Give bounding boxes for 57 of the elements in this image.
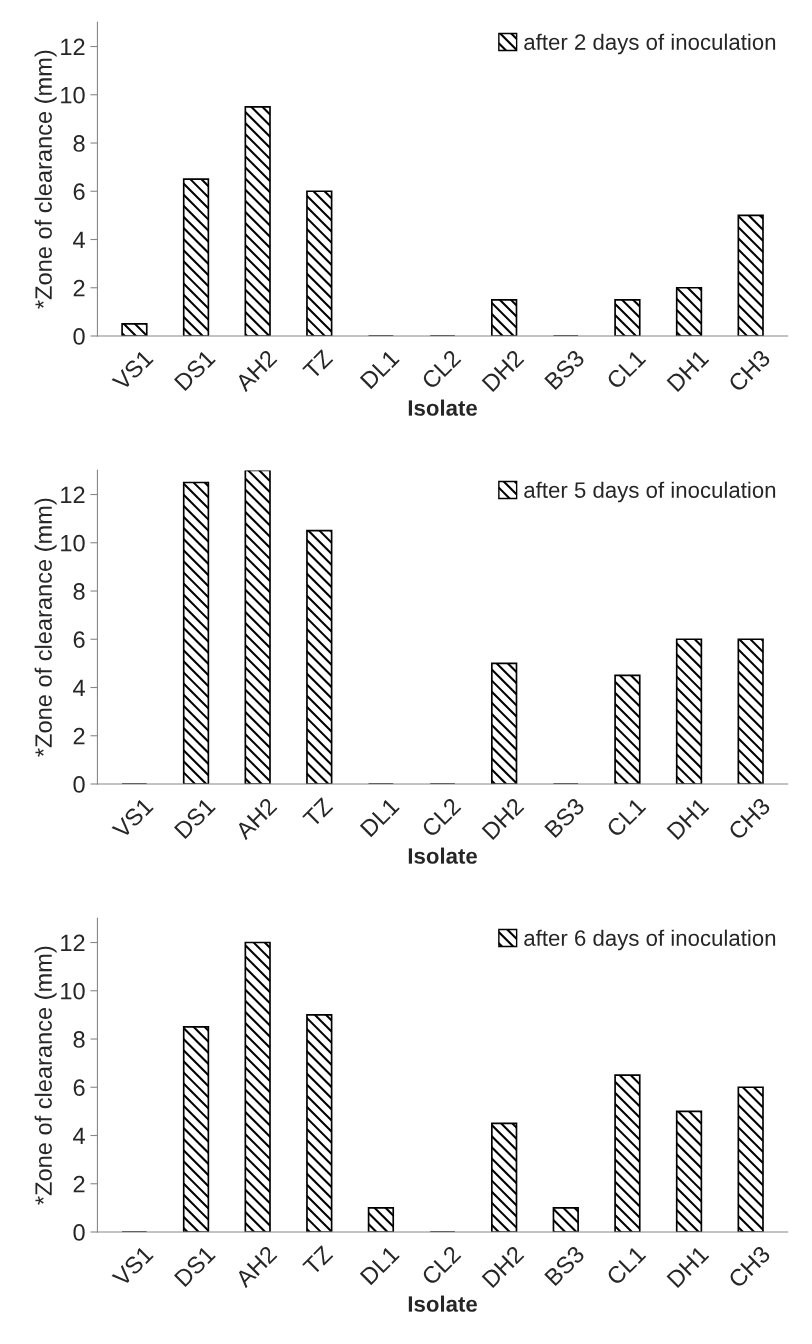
legend-label: after 5 days of inoculation [524,481,776,503]
x-tick-label: DL1 [359,797,400,838]
x-tick-label: DS1 [173,797,216,840]
x-tick-label: VS1 [111,797,154,840]
x-tick-label: TZ [302,348,334,380]
y-axis-title: *Zone of clearance (mm) [34,946,57,1205]
x-tick-label: CL1 [605,349,647,390]
x-tick-label: DL1 [359,349,400,390]
y-tick-label: 6 [73,183,85,201]
x-tick-label: DH1 [666,797,710,840]
y-axis-title: *Zone of clearance (mm) [34,50,57,309]
y-tick-label: 0 [73,1224,85,1241]
x-tick-label: DS1 [173,349,216,392]
x-tick-label: DS1 [173,1245,216,1288]
y-tick-label: 12 [61,934,85,952]
x-tick-label: TZ [302,1244,334,1276]
x-tick-label: CH3 [727,1244,772,1289]
y-tick-label: 12 [61,38,85,56]
x-tick-label: CH3 [727,348,772,393]
x-tick-label: DH1 [666,349,710,392]
x-tick-label: TZ [302,796,334,828]
y-tick-label: 2 [73,727,85,745]
x-tick-label: BS3 [544,796,586,839]
x-tick-label: BS3 [544,1244,586,1287]
legend-label: after 2 days of inoculation [524,33,776,55]
y-axis-title: *Zone of clearance (mm) [34,498,57,757]
y-tick-label: 0 [73,328,85,345]
x-axis-title: Isolate [408,847,477,864]
x-tick-label: CL1 [605,797,647,838]
x-axis-title: Isolate [408,1295,477,1312]
legend-label: after 6 days of inoculation [524,929,776,951]
x-axis-title: Isolate [408,399,477,416]
x-tick-label: CL2 [420,797,462,838]
x-tick-label: VS1 [111,1245,154,1288]
y-tick-label: 4 [73,1127,85,1145]
y-tick-label: 10 [61,86,85,104]
y-tick-label: 6 [73,631,85,649]
x-tick-label: DH1 [666,1245,710,1288]
x-tick-label: CL1 [605,1245,647,1286]
y-tick-label: 6 [73,1079,85,1097]
x-tick-label: CL2 [420,1245,462,1286]
y-tick-label: 10 [61,534,85,552]
y-tick-label: 10 [61,982,85,1000]
y-tick-label: 12 [61,486,85,504]
y-tick-label: 8 [73,135,85,152]
x-tick-label: VS1 [111,349,154,392]
x-tick-label: BS3 [544,348,586,391]
y-tick-label: 4 [73,679,85,697]
x-tick-label: DL1 [359,1245,400,1286]
y-tick-label: 2 [73,279,85,297]
y-tick-label: 2 [73,1175,85,1193]
y-tick-label: 0 [73,776,85,793]
x-tick-label: CH3 [727,796,772,841]
x-tick-label: CL2 [420,349,462,390]
y-tick-label: 4 [73,231,85,249]
y-tick-label: 8 [73,1031,85,1048]
y-tick-label: 8 [73,583,85,600]
